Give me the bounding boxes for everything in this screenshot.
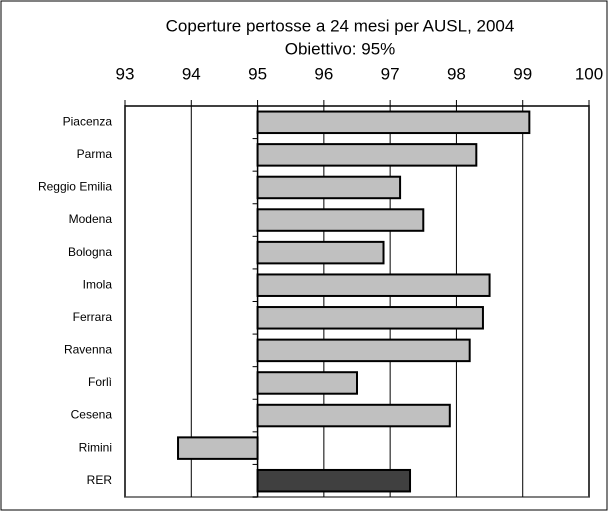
y-tick-label: Piacenza xyxy=(63,114,113,128)
bar xyxy=(256,143,478,167)
y-tick-label: Imola xyxy=(83,277,113,291)
y-tick-label: Forlì xyxy=(88,375,112,389)
x-tick-label: 100 xyxy=(575,64,603,83)
y-tick-label: Ferrara xyxy=(73,310,113,324)
bar xyxy=(256,175,402,200)
bar xyxy=(256,468,412,493)
y-tick-label: Rimini xyxy=(79,440,112,454)
x-tick-label: 94 xyxy=(182,64,201,83)
bar xyxy=(177,436,259,460)
bar xyxy=(256,240,385,265)
x-tick-label: 93 xyxy=(116,64,135,83)
x-tick-label: 96 xyxy=(314,64,333,83)
bar xyxy=(256,403,451,428)
bar xyxy=(256,338,471,363)
y-tick-label: RER xyxy=(87,473,113,487)
bar xyxy=(256,110,531,135)
bar xyxy=(256,208,425,232)
x-tick-label: 95 xyxy=(248,64,267,83)
x-tick-label: 97 xyxy=(381,64,400,83)
plot-area xyxy=(124,105,590,498)
bar xyxy=(256,371,359,395)
bar xyxy=(256,273,491,297)
x-tick-label: 98 xyxy=(447,64,466,83)
bar xyxy=(256,306,484,330)
y-tick-label: Ravenna xyxy=(64,343,112,357)
y-tick-label: Bologna xyxy=(68,245,112,259)
x-tick-label: 99 xyxy=(513,64,532,83)
y-tick-label: Cesena xyxy=(71,408,113,422)
y-tick-label: Modena xyxy=(69,212,113,226)
chart-title: Coperture pertosse a 24 mesi per AUSL, 2… xyxy=(166,16,515,35)
y-tick-label: Parma xyxy=(77,147,113,161)
chart-subtitle: Obiettivo: 95% xyxy=(285,39,396,58)
y-tick-label: Reggio Emilia xyxy=(38,180,112,194)
